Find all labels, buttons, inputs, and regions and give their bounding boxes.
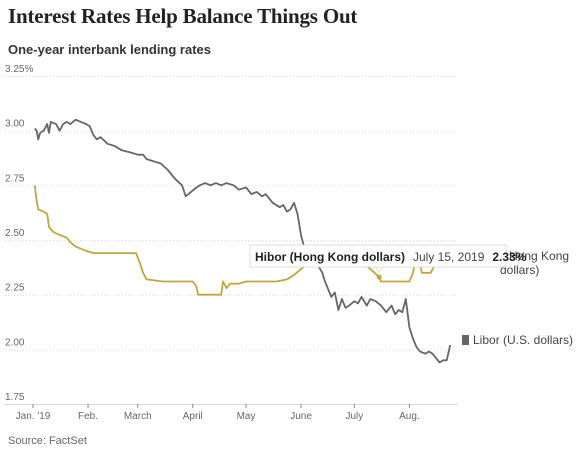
chart-title: Interest Rates Help Balance Things Out <box>8 4 358 28</box>
y-tick-label: 2.00 <box>5 337 25 348</box>
y-tick-label: 3.00 <box>5 119 25 130</box>
chart-subtitle: One-year interbank lending rates <box>8 42 212 57</box>
series-label-libor: Libor (U.S. dollars) <box>473 333 573 347</box>
gridlines <box>5 76 458 405</box>
y-tick-label: 3.25% <box>5 64 33 75</box>
tooltip-value: 2.33% <box>492 250 526 264</box>
series-line-hibor <box>33 185 437 296</box>
y-tick-label: 1.75 <box>5 392 25 403</box>
x-tick-label: March <box>124 411 152 422</box>
x-tick-label: May <box>237 411 256 422</box>
x-tick-label: Jan. '19 <box>16 411 51 422</box>
tooltip-point <box>376 274 382 280</box>
y-tick-label: 2.25 <box>5 283 25 294</box>
x-tick-label: Feb. <box>78 411 98 422</box>
series-label-hibor-line1: Hong Kong <box>509 249 569 263</box>
legend-swatch-libor <box>462 335 469 345</box>
tooltip-text: Hibor (Hong Kong dollars) July 15, 2019 2.… <box>255 250 527 264</box>
x-axis-ticks: Jan. '19 Feb. March April May June July Aug. <box>16 404 420 422</box>
x-tick-label: June <box>290 411 312 422</box>
source-note: Source: FactSet <box>8 435 87 447</box>
tooltip-pointer <box>374 266 385 273</box>
x-tick-label: Aug. <box>399 411 420 422</box>
tooltip-series: Hibor (Hong Kong dollars) <box>255 250 405 264</box>
series-line-libor <box>34 118 452 364</box>
hover-tooltip: Hibor (Hong Kong dollars) July 15, 2019 2.… <box>249 244 527 280</box>
series-lines <box>33 118 452 364</box>
y-tick-label: 2.50 <box>5 228 25 239</box>
x-tick-label: July <box>345 411 363 422</box>
x-tick-label: April <box>183 411 203 422</box>
y-axis-ticks: 3.25% 3.00 2.75 2.50 2.25 2.00 1.75 <box>5 64 33 403</box>
series-label-hibor-line2: dollars) <box>500 263 539 277</box>
y-tick-label: 2.75 <box>5 173 25 184</box>
tooltip-date: July 15, 2019 <box>413 250 485 264</box>
